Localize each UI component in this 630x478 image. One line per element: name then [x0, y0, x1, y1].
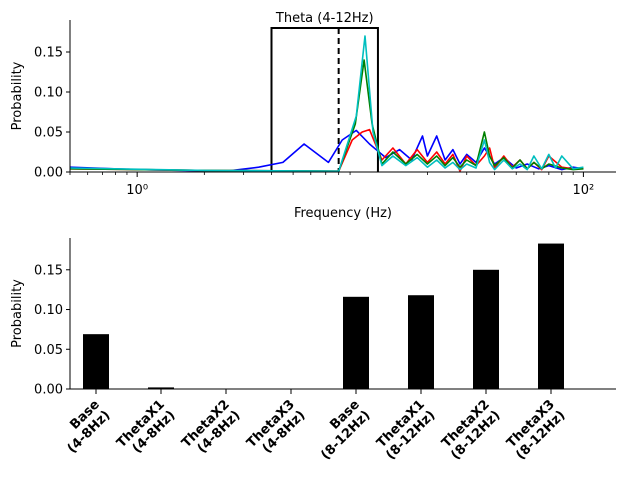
- bar-5: [343, 296, 369, 389]
- spectrum-y-tick-label: 0.10: [34, 86, 63, 101]
- bar-y-ticks: 0.00 0.05 0.10 0.15: [34, 263, 70, 398]
- bar-category-label: ThetaX2(4-8Hz): [179, 397, 243, 461]
- bar-category-label: Base(8-12Hz): [308, 397, 374, 463]
- spectrum-y-tick-label: 0.15: [34, 46, 63, 61]
- bar-y-tick-label: 0.05: [34, 343, 63, 358]
- spectrum-x-ticks: 10⁰ 10²: [69, 172, 595, 198]
- spectrum-y-tick-label: 0.05: [34, 126, 63, 141]
- bar-category-label: ThetaX3(4-8Hz): [244, 397, 308, 461]
- bar-category-label: ThetaX1(8-12Hz): [373, 397, 439, 463]
- bar-category-label: ThetaX2(8-12Hz): [438, 397, 504, 463]
- bar-7: [473, 269, 499, 389]
- theta-band-box: [270, 27, 379, 172]
- bar-x-ticks: Base(4-8Hz) ThetaX1(4-8Hz) ThetaX2(4-8Hz) T…: [54, 389, 569, 463]
- bar-y-tick-label: 0.00: [34, 383, 63, 398]
- bar-1: [83, 334, 109, 389]
- bars: [83, 243, 564, 389]
- bar-8: [538, 243, 564, 389]
- bar-y-tick-label: 0.10: [34, 303, 63, 318]
- spectrum-y-ticks: 0.00 0.05 0.10 0.15: [34, 46, 70, 181]
- spectrum-x-tick-label: 10²: [573, 183, 595, 198]
- bar-2: [148, 387, 174, 389]
- bar-6: [408, 295, 434, 389]
- spectrum-y-tick-label: 0.00: [34, 166, 63, 181]
- spectrum-series: [69, 35, 584, 172]
- bar-category-label: ThetaX3(8-12Hz): [503, 397, 569, 463]
- spectrum-x-axis-label: Frequency (Hz): [294, 206, 392, 221]
- spectrum-series-1: [69, 129, 584, 172]
- bar-y-axis-label: Probability: [10, 279, 25, 348]
- spectrum-series-3: [69, 59, 584, 172]
- spectrum-x-tick-label: 10⁰: [126, 183, 148, 198]
- spectrum-panel: 0.00 0.05 0.10 0.15 10⁰ 10² Frequency (Hz) P…: [10, 11, 616, 221]
- bar-panel: 0.00 0.05 0.10 0.15 Base(4-8Hz) ThetaX1(4-8H…: [10, 238, 616, 463]
- spectrum-y-axis-label: Probability: [10, 61, 25, 130]
- theta-band-label: Theta (4-12Hz): [275, 11, 374, 26]
- bar-category-label: ThetaX1(4-8Hz): [114, 397, 178, 461]
- theta-band: [270, 27, 379, 172]
- bar-y-tick-label: 0.15: [34, 263, 63, 278]
- spectrum-series-4: [69, 35, 584, 172]
- bar-category-label: Base(4-8Hz): [54, 397, 113, 456]
- spectrum-series-2: [69, 128, 584, 172]
